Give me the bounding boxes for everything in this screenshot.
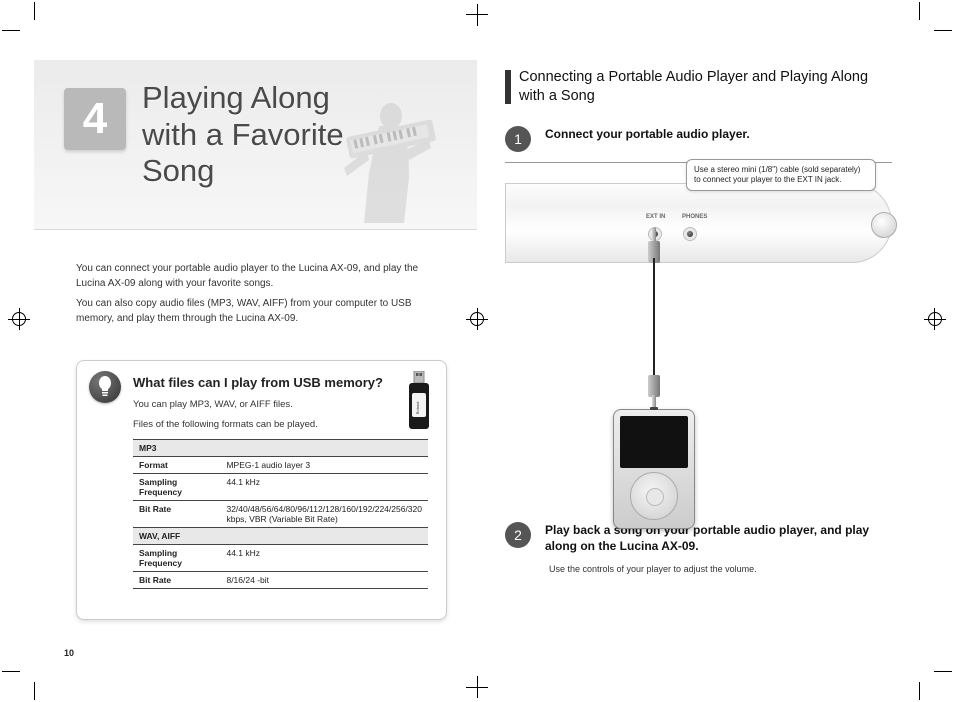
info-box-line: Files of the following formats can be pl… — [133, 418, 428, 432]
step-1: 1 Connect your portable audio player. — [505, 126, 892, 152]
jack-label-phones: PHONES — [682, 214, 707, 220]
table-row: Bit Rate32/40/48/56/64/80/96/112/128/160… — [133, 500, 428, 527]
table-row: Bit Rate8/16/24 -bit — [133, 571, 428, 588]
intro-text: You can connect your portable audio play… — [76, 262, 447, 332]
chapter-banner: 4 Playing Alongwith a FavoriteSong — [34, 60, 477, 230]
info-box-title: What files can I play from USB memory? — [133, 375, 428, 390]
table-section-header: MP3 — [133, 439, 428, 456]
strap-button-icon — [871, 212, 897, 238]
step-number-badge: 1 — [505, 126, 531, 152]
format-spec-table: MP3FormatMPEG-1 audio layer 3Sampling Fr… — [133, 439, 428, 589]
usb-stick-icon: Roland — [406, 371, 432, 431]
step-number-badge: 2 — [505, 522, 531, 548]
table-row: FormatMPEG-1 audio layer 3 — [133, 456, 428, 473]
jack-label-extin: EXT IN — [646, 214, 665, 220]
info-box-line: You can play MP3, WAV, or AIFF files. — [133, 398, 428, 412]
connection-diagram: Use a stereo mini (1/8") cable (sold sep… — [505, 162, 892, 492]
usb-info-box: Roland What files can I play from USB me… — [76, 360, 447, 620]
page-left: 4 Playing Alongwith a FavoriteSong You c… — [34, 30, 477, 670]
intro-paragraph: You can connect your portable audio play… — [76, 262, 447, 291]
chapter-title: Playing Alongwith a FavoriteSong — [142, 80, 344, 190]
table-row: Sampling Frequency44.1 kHz — [133, 473, 428, 500]
page-right: Connecting a Portable Audio Player and P… — [477, 30, 920, 670]
cable-plug-icon — [648, 375, 660, 397]
lightbulb-icon — [89, 371, 121, 403]
chapter-number-badge: 4 — [64, 88, 126, 150]
portable-player-icon — [613, 409, 695, 529]
step-text: Connect your portable audio player. — [545, 126, 750, 142]
table-section-header: WAV, AIFF — [133, 527, 428, 544]
section-heading: Connecting a Portable Audio Player and P… — [505, 68, 892, 106]
step-text: Play back a song on your portable audio … — [545, 522, 892, 554]
page-spread: 4 Playing Alongwith a FavoriteSong You c… — [34, 30, 920, 670]
intro-paragraph: You can also copy audio files (MP3, WAV,… — [76, 297, 447, 326]
page-number: 10 — [64, 648, 74, 658]
device-rear-panel: EXT IN PHONES — [505, 183, 892, 263]
step-note: Use the controls of your player to adjus… — [549, 564, 892, 574]
phones-jack-icon — [684, 228, 696, 240]
audio-cable-icon — [653, 258, 655, 378]
table-row: Sampling Frequency44.1 kHz — [133, 544, 428, 571]
step-2: 2 Play back a song on your portable audi… — [505, 522, 892, 554]
callout-tooltip: Use a stereo mini (1/8") cable (sold sep… — [686, 159, 876, 192]
svg-text:Roland: Roland — [415, 402, 420, 415]
